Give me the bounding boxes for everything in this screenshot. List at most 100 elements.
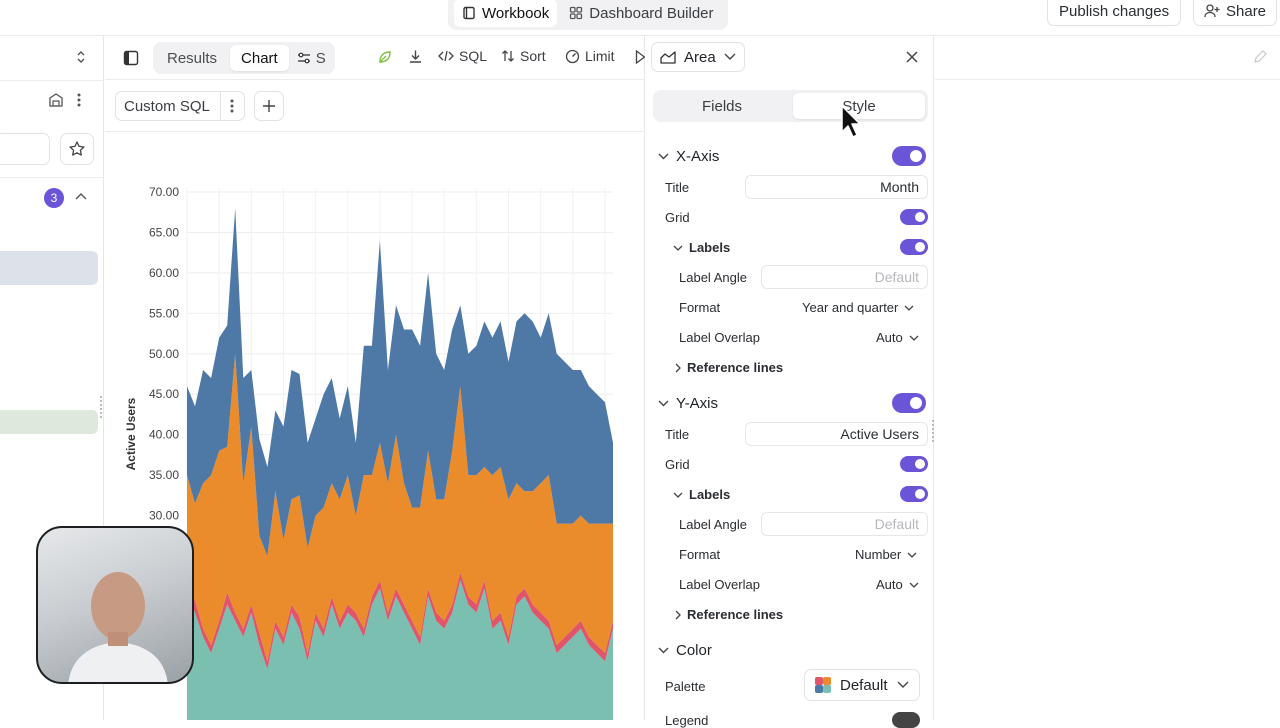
y-title-label: Title — [665, 427, 690, 442]
chart-config-panel: Area Fields Style X-Axis Title Month Gri… — [647, 36, 934, 728]
chevron-down-icon — [673, 245, 683, 251]
y-format-value: Number — [855, 547, 902, 562]
x-format-select[interactable]: Year and quarter — [802, 300, 914, 315]
canvas-area — [935, 36, 1280, 720]
x-overlap-label: Label Overlap — [679, 330, 760, 345]
chevron-right-icon — [675, 363, 681, 373]
tab-results[interactable]: Results — [167, 49, 218, 67]
y-axis-section[interactable]: Y-Axis — [658, 395, 718, 412]
y-overlap-label: Label Overlap — [679, 577, 760, 592]
divider — [0, 80, 104, 81]
area-series-3 — [187, 208, 613, 556]
x-axis-section[interactable]: X-Axis — [658, 148, 719, 165]
y-labels-subsection[interactable]: Labels — [673, 487, 730, 502]
area-series-2 — [187, 353, 613, 662]
palette-select[interactable]: Default — [804, 669, 920, 701]
sidebar-item-highlight[interactable] — [0, 410, 98, 434]
chevron-down-icon — [658, 647, 669, 654]
view-tabs: Results Chart S — [153, 42, 335, 74]
x-reference-lines[interactable]: Reference lines — [675, 360, 783, 375]
palette-value: Default — [840, 676, 888, 694]
book-icon — [462, 6, 476, 20]
chart-type-select[interactable]: Area — [651, 42, 745, 72]
palette-label: Palette — [665, 679, 706, 694]
x-overlap-select[interactable]: Auto — [876, 330, 919, 345]
y-format-select[interactable]: Number — [855, 547, 917, 562]
chevron-down-icon — [673, 492, 683, 498]
sort-button[interactable]: Sort — [501, 48, 546, 64]
resize-handle[interactable] — [932, 420, 935, 442]
top-bar: Workbook Dashboard Builder Publish chang… — [0, 0, 1280, 36]
tab-dashboard-builder[interactable]: Dashboard Builder — [561, 0, 721, 27]
favorites-button[interactable] — [60, 133, 94, 165]
x-axis-toggle[interactable] — [892, 146, 926, 166]
y-tick-label: 70.00 — [149, 185, 179, 199]
chevron-updown-icon[interactable] — [75, 49, 87, 65]
count-badge: 3 — [44, 188, 64, 208]
x-angle-field[interactable]: Default — [761, 265, 928, 289]
mode-tabs: Workbook Dashboard Builder — [448, 0, 728, 30]
share-button[interactable]: Share — [1193, 0, 1278, 26]
x-labels-toggle[interactable] — [900, 239, 928, 255]
chevron-down-icon — [897, 681, 909, 689]
color-heading: Color — [676, 642, 712, 659]
main-panel: Results Chart S SQL Sort — [105, 36, 645, 720]
y-tick-label: 40.00 — [149, 428, 179, 442]
x-title-field[interactable]: Month — [745, 175, 928, 199]
more-vertical-icon[interactable] — [77, 93, 81, 107]
resize-handle[interactable] — [100, 396, 103, 418]
color-section[interactable]: Color — [658, 642, 712, 659]
chevron-up-icon[interactable] — [75, 192, 87, 200]
add-query-button[interactable] — [254, 91, 284, 121]
sidebar-item-selected[interactable] — [0, 251, 98, 285]
x-grid-toggle[interactable] — [900, 209, 928, 225]
tab-settings[interactable]: S — [291, 45, 332, 71]
webcam-overlay — [36, 526, 194, 684]
publish-changes-button[interactable]: Publish changes — [1047, 0, 1182, 26]
y-overlap-select[interactable]: Auto — [876, 577, 919, 592]
x-format-label: Format — [679, 300, 721, 315]
sidebar-toggle-icon[interactable] — [123, 50, 139, 66]
star-icon — [68, 140, 86, 158]
tab-workbook-label: Workbook — [482, 4, 550, 22]
tab-chart[interactable]: Chart — [230, 45, 289, 71]
y-axis-toggle[interactable] — [892, 393, 926, 413]
y-axis-title: Active Users — [124, 397, 138, 470]
y-title-field[interactable]: Active Users — [745, 422, 928, 446]
query-tab[interactable]: Custom SQL — [115, 91, 245, 121]
leaf-icon[interactable] — [378, 50, 392, 64]
y-angle-field[interactable]: Default — [761, 512, 928, 536]
tab-settings-label: S — [315, 49, 326, 67]
divider — [0, 177, 104, 178]
warehouse-icon[interactable] — [48, 92, 64, 108]
user-plus-icon — [1204, 3, 1220, 19]
close-icon[interactable] — [905, 50, 919, 64]
x-title-label: Title — [665, 180, 690, 195]
palette-swatch-icon — [815, 677, 831, 693]
play-icon[interactable] — [635, 49, 645, 65]
more-vertical-icon[interactable] — [219, 92, 244, 120]
y-labels-toggle[interactable] — [900, 486, 928, 502]
chevron-down-icon — [658, 153, 669, 160]
chevron-down-icon — [907, 552, 917, 558]
query-tab-label: Custom SQL — [124, 97, 210, 115]
area-series-0 — [187, 580, 613, 720]
share-label: Share — [1226, 2, 1267, 20]
area-chart: 70.00 65.00 60.00 55.00 50.00 45.00 40.00 35.00… — [124, 185, 613, 720]
limit-button[interactable]: Limit — [565, 48, 615, 64]
edit-icon[interactable] — [1253, 50, 1267, 64]
tab-fields[interactable]: Fields — [701, 97, 742, 115]
y-reference-lines[interactable]: Reference lines — [675, 607, 783, 622]
search-input[interactable] — [0, 133, 50, 165]
tab-workbook[interactable]: Workbook — [454, 0, 558, 27]
tab-style[interactable]: Style — [793, 93, 925, 119]
sql-button[interactable]: SQL — [438, 48, 487, 64]
y-tick-label: 45.00 — [149, 387, 179, 401]
chevron-down-icon — [904, 305, 914, 311]
legend-toggle[interactable] — [892, 712, 920, 728]
y-tick-label: 55.00 — [149, 306, 179, 320]
download-icon[interactable] — [408, 49, 423, 64]
y-grid-toggle[interactable] — [900, 456, 928, 472]
x-labels-subsection[interactable]: Labels — [673, 240, 730, 255]
sort-icon — [501, 49, 515, 63]
